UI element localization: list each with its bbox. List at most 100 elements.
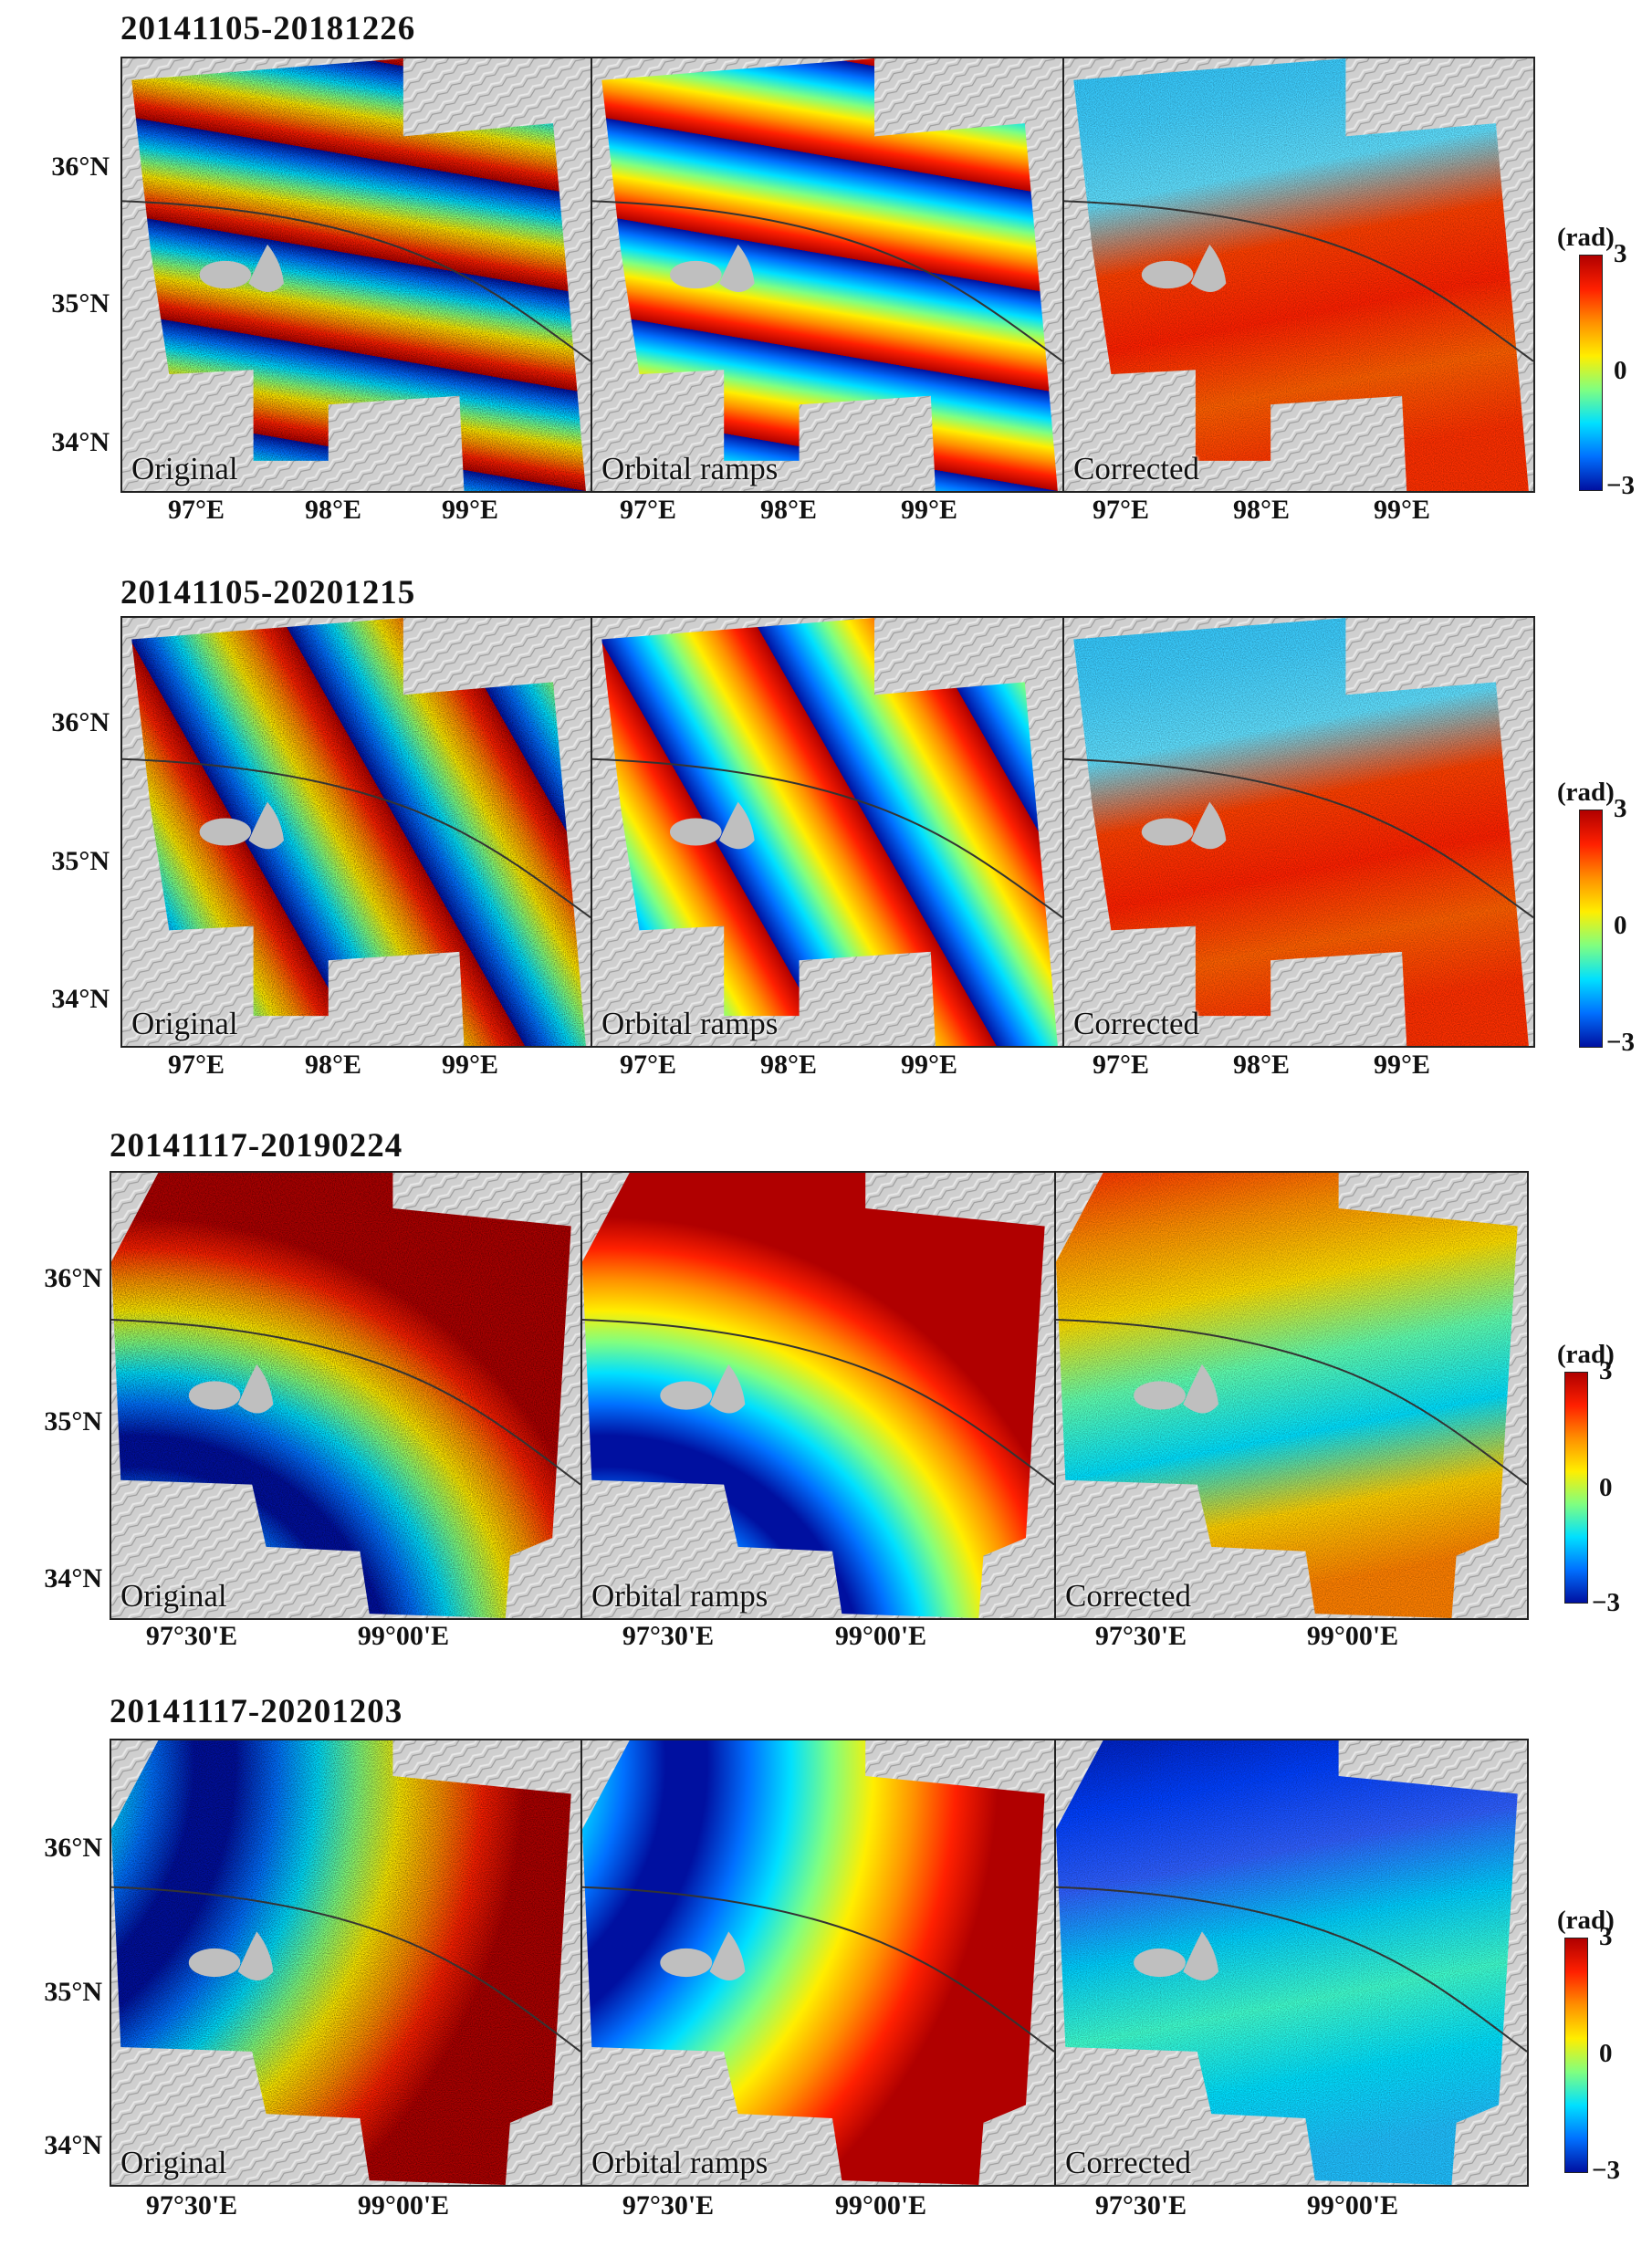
panel-label: Original [131,451,238,486]
lake-mask [669,801,755,850]
colorbar-max: 3 [1599,1356,1613,1385]
x-tick-label: 98°E [759,495,817,525]
x-tick-label: 99°E [441,1050,498,1080]
fault-line [1064,758,1533,919]
panel-label: Orbital ramps [601,451,779,486]
map-graphic [1064,58,1533,491]
colorbar-max: 3 [1614,239,1627,268]
y-tick-label: 36°N [44,1263,102,1293]
x-tick-label: 98°E [1232,1050,1290,1080]
colorbar-unit: (rad) [1557,1906,1615,1935]
x-tick-label: 97°E [619,1050,676,1080]
x-tick-label: 99°00'E [357,1621,450,1651]
fault-line [582,1319,1054,1486]
x-tick-label: 99°00'E [834,1621,927,1651]
x-tick-label: 99°E [1373,495,1430,525]
x-tick-label: 97°30'E [145,2190,238,2220]
x-tick-label: 99°E [900,495,957,525]
map-panel-orbital-ramps: Orbital ramps [591,57,1064,493]
fault-line [111,1886,580,2053]
map-graphic [582,1173,1054,1618]
colorbar-mid: 0 [1599,2039,1613,2068]
fault-line [1056,1886,1527,2053]
phase-field [582,1173,1045,1618]
fault-line [592,200,1062,362]
y-tick-label: 36°N [44,1833,102,1863]
x-tick-label: 98°E [304,1050,361,1080]
y-tick-label: 35°N [44,1977,102,2007]
lake-mask [199,244,284,292]
map-graphic [1056,1740,1527,2185]
lake-mask [1141,244,1227,292]
map-panel-corrected: Corrected [1062,616,1535,1048]
fault-line [1064,200,1533,362]
fault-line [122,200,591,362]
colorbar [1579,255,1603,491]
lake-mask [660,1931,746,1980]
panel-label: Original [131,1006,238,1041]
x-tick-label: 99°00'E [1306,2190,1399,2220]
lake-mask [660,1364,746,1414]
row-title: 20141117-20201203 [110,1693,403,1730]
y-tick-label: 35°N [44,1406,102,1437]
x-tick-label: 97°30'E [1094,2190,1187,2220]
x-tick-label: 99°E [900,1050,957,1080]
lake-mask [1134,1364,1219,1414]
panel-label: Original [120,2145,227,2180]
map-graphic [1064,618,1533,1046]
y-tick-label: 34°N [51,427,110,457]
colorbar-min: −3 [1592,2156,1621,2185]
lake-mask [1134,1931,1219,1980]
map-panel-orbital-ramps: Orbital ramps [591,616,1064,1048]
colorbar-mid: 0 [1599,1473,1613,1502]
x-tick-label: 97°30'E [622,2190,715,2220]
fault-line [1056,1319,1527,1486]
x-tick-label: 97°E [619,495,676,525]
lake-mask [669,244,755,292]
lake-mask [188,1364,274,1414]
phase-field [601,618,1058,1046]
colorbar-min: −3 [1606,471,1636,500]
map-graphic [122,618,591,1046]
x-tick-label: 97°30'E [145,1621,238,1651]
x-tick-label: 98°E [304,495,361,525]
panel-label: Orbital ramps [601,1006,779,1041]
x-tick-label: 97°E [1092,1050,1149,1080]
y-tick-label: 34°N [44,2130,102,2160]
map-graphic [111,1173,580,1618]
map-graphic [122,58,591,491]
map-panel-corrected: Corrected [1054,1171,1529,1620]
x-tick-label: 97°E [1092,495,1149,525]
x-tick-label: 97°30'E [622,1621,715,1651]
row-title: 20141105-20181226 [120,10,416,47]
lake-mask [188,1931,274,1980]
map-panel-original: Original [120,57,592,493]
phase-field [582,1740,1045,2185]
x-tick-label: 98°E [1232,495,1290,525]
map-graphic [111,1740,580,2185]
panel-label: Corrected [1073,451,1199,486]
map-panel-corrected: Corrected [1062,57,1535,493]
x-tick-label: 99°E [441,495,498,525]
panel-label: Corrected [1065,1578,1191,1614]
row-title: 20141117-20190224 [110,1127,403,1165]
panel-label: Orbital ramps [591,1578,768,1614]
panel-label: Corrected [1065,2145,1191,2180]
colorbar-unit: (rad) [1557,778,1615,807]
colorbar [1564,1938,1588,2173]
y-tick-label: 36°N [51,152,110,182]
x-tick-label: 98°E [759,1050,817,1080]
fault-line [111,1319,580,1486]
colorbar-unit: (rad) [1557,1340,1615,1369]
map-graphic [592,618,1062,1046]
x-tick-label: 99°E [1373,1050,1430,1080]
map-panel-orbital-ramps: Orbital ramps [580,1739,1056,2187]
y-tick-label: 34°N [44,1563,102,1593]
colorbar-max: 3 [1614,794,1627,823]
colorbar-max: 3 [1599,1922,1613,1951]
map-graphic [582,1740,1054,2185]
map-graphic [592,58,1062,491]
fault-line [592,758,1062,919]
row-title: 20141105-20201215 [120,574,416,611]
phase-field [601,58,1058,491]
